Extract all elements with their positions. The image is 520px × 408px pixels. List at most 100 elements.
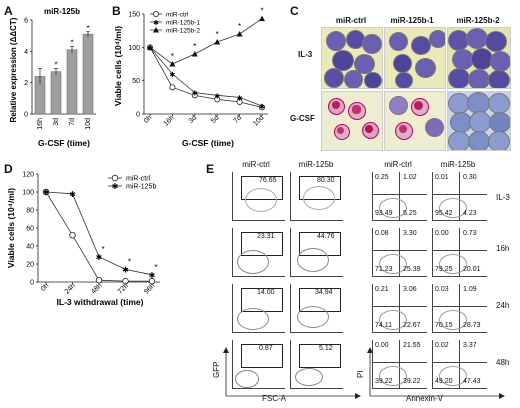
panel-d-sig: * — [154, 263, 157, 272]
panel-d-chart: Viable cells (10⁴/ml) 0 20 40 60 80 100 120 0h… — [6, 172, 160, 307]
panel-a-ylabel: Relative expression (ΔΔCT) — [9, 17, 18, 122]
gfp-col-125b: miR-125b — [298, 160, 334, 169]
panel-b-legend-marker — [153, 27, 159, 33]
panel-d-legend-label: miR-ctrl — [126, 176, 151, 183]
panel-c-col-125b-2: miR-125b-2 — [456, 16, 500, 25]
pi-quadrant-value: 3.37 — [463, 342, 477, 349]
panel-a-sig: * — [86, 24, 89, 33]
pi-col-ctrl: miR-ctrl — [384, 160, 412, 169]
panel-b-point — [214, 96, 221, 103]
gfp-plot-125b-16h: 44.76 — [290, 228, 343, 277]
panel-d-sig: * — [128, 257, 131, 266]
gfp-value: 14.00 — [257, 289, 275, 296]
panel-a-chart: miR-125b Relative expression (ΔΔCT) 0 2 4 6… — [9, 7, 96, 148]
panel-d-point: ✱ — [96, 253, 103, 262]
pi-quadrant-value: 0.03 — [435, 286, 449, 293]
panel-b-point — [236, 31, 243, 37]
micrograph-125b1-il3 — [384, 27, 446, 89]
pi-plot: 0.25 1.02 93.49 5.25 — [372, 172, 427, 221]
pi-plot: 0.00 21.55 39.22 39.22 — [372, 340, 427, 389]
panel-d-xtick: 96h — [143, 282, 156, 295]
panel-b-point — [169, 61, 176, 67]
pi-quadrant-value: 95.42 — [435, 210, 453, 217]
panel-b-ytick: 100 — [128, 45, 140, 52]
panel-b-sig: * — [193, 42, 196, 51]
panel-d-xtick: 48h — [90, 282, 103, 295]
panel-d-ytick: 20 — [26, 262, 34, 269]
pi-plot: 0.21 3.06 74.11 22.67 — [372, 284, 427, 333]
panel-d-series-line — [45, 191, 153, 276]
panel-b-legend-label: miR-125b-2 — [166, 28, 200, 35]
pi-plot: 0.00 0.73 79.25 20.01 — [432, 228, 487, 277]
pi-quadrant-value: 0.00 — [375, 342, 389, 349]
panel-b-point: ✱ — [237, 94, 243, 102]
gfp-plot-ctrl-16h: 23.31 — [232, 228, 285, 277]
panel-d-ylabel: Viable cells (10⁴/ml) — [6, 188, 16, 268]
pi-quadrant-value: 0.25 — [375, 174, 389, 181]
pi-quadrant-value: 28.73 — [463, 322, 481, 329]
panel-a-bar — [66, 49, 78, 115]
gfp-value: 5.12 — [319, 345, 333, 352]
panel-d-point — [95, 276, 103, 284]
gfp-value: 76.65 — [259, 177, 277, 184]
panel-a-ytick: 0 — [24, 112, 28, 119]
panel-b-point — [258, 104, 265, 111]
panel-b-point: ✱ — [259, 103, 265, 111]
e-row-label-il3: IL-3 — [496, 193, 510, 202]
pi-quadrant-value: 1.02 — [403, 174, 417, 181]
panel-b-sig: * — [260, 7, 263, 16]
panel-b-point: ✱ — [192, 90, 198, 98]
panel-b-label: B — [112, 4, 121, 18]
panel-b-ytick: 0 — [136, 112, 140, 119]
pi-quadrant-value: 0.08 — [375, 230, 389, 237]
micrograph-125b2-il3 — [447, 27, 511, 89]
panel-b-point — [214, 39, 221, 45]
pi-col-125b: miR-125b — [440, 160, 476, 169]
panel-a-xtick: 10d — [85, 118, 92, 130]
panel-b-legend-label: miR-125b-1 — [166, 20, 200, 27]
panel-b-sig: * — [171, 52, 174, 61]
pi-quadrant-value: 39.22 — [375, 378, 393, 385]
panel-b-xtick: 5d — [210, 114, 221, 125]
pi-quadrant-value: 47.43 — [463, 378, 481, 385]
gfp-value: 0.87 — [259, 345, 273, 352]
panel-c-col-ctrl: miR-ctrl — [335, 16, 367, 25]
pi-quadrant-value: 22.67 — [403, 322, 421, 329]
panel-b-ytick: 150 — [128, 12, 140, 19]
panel-a-xtick: 16h — [37, 118, 44, 130]
panel-b-legend-label: miR-ctrl — [166, 12, 189, 19]
panel-c-col-125b-1: miR-125b-1 — [390, 16, 434, 25]
pi-quadrant-value: 0.30 — [463, 174, 477, 181]
panel-b-chart: Viable cells (10⁴/ml) 0 50 100 150 0h 16h 3d 5… — [113, 7, 268, 148]
panel-d-xtick: 72h — [117, 282, 130, 295]
panel-b-point: ✱ — [214, 92, 220, 100]
panel-b-point — [147, 44, 153, 50]
panel-b-series-line — [149, 18, 263, 65]
pi-quadrant-value: 25.39 — [403, 266, 421, 273]
panel-d-ytick: 60 — [26, 226, 34, 233]
pi-x-axis-label: Annexin-V — [406, 394, 443, 403]
pi-quadrant-value: 71.23 — [375, 266, 393, 273]
panel-a-ytick: 4 — [24, 49, 28, 56]
gfp-col-ctrl: miR-ctrl — [242, 160, 270, 169]
pi-quadrant-value: 70.15 — [435, 322, 453, 329]
gfp-value: 44.76 — [317, 233, 335, 240]
pi-quadrant-value: 74.11 — [375, 322, 392, 329]
panel-a-bar — [50, 71, 62, 115]
pi-quadrant-value: 49.20 — [435, 378, 453, 385]
panel-b-xtick: 7d — [233, 114, 244, 125]
panel-e-label: E — [206, 162, 215, 176]
panel-b-xtick: 16h — [163, 114, 176, 127]
panel-b-point — [169, 84, 176, 91]
gfp-x-axis-label: FSC-A — [262, 394, 286, 403]
panel-d-point — [148, 277, 156, 285]
panel-b-ytick: 50 — [132, 78, 140, 85]
pi-quadrant-value: 5.25 — [403, 210, 417, 217]
panel-d-xlabel: IL-3 withdrawal (time) — [57, 297, 144, 307]
panel-b-point — [191, 51, 198, 57]
gfp-plot-ctrl-48h: 0.87 — [232, 340, 285, 389]
panel-d-xtick: 0h — [40, 282, 51, 293]
gfp-plot-125b-24h: 34.94 — [290, 284, 343, 333]
gfp-value: 23.31 — [257, 233, 275, 240]
gfp-value: 80.30 — [317, 177, 335, 184]
